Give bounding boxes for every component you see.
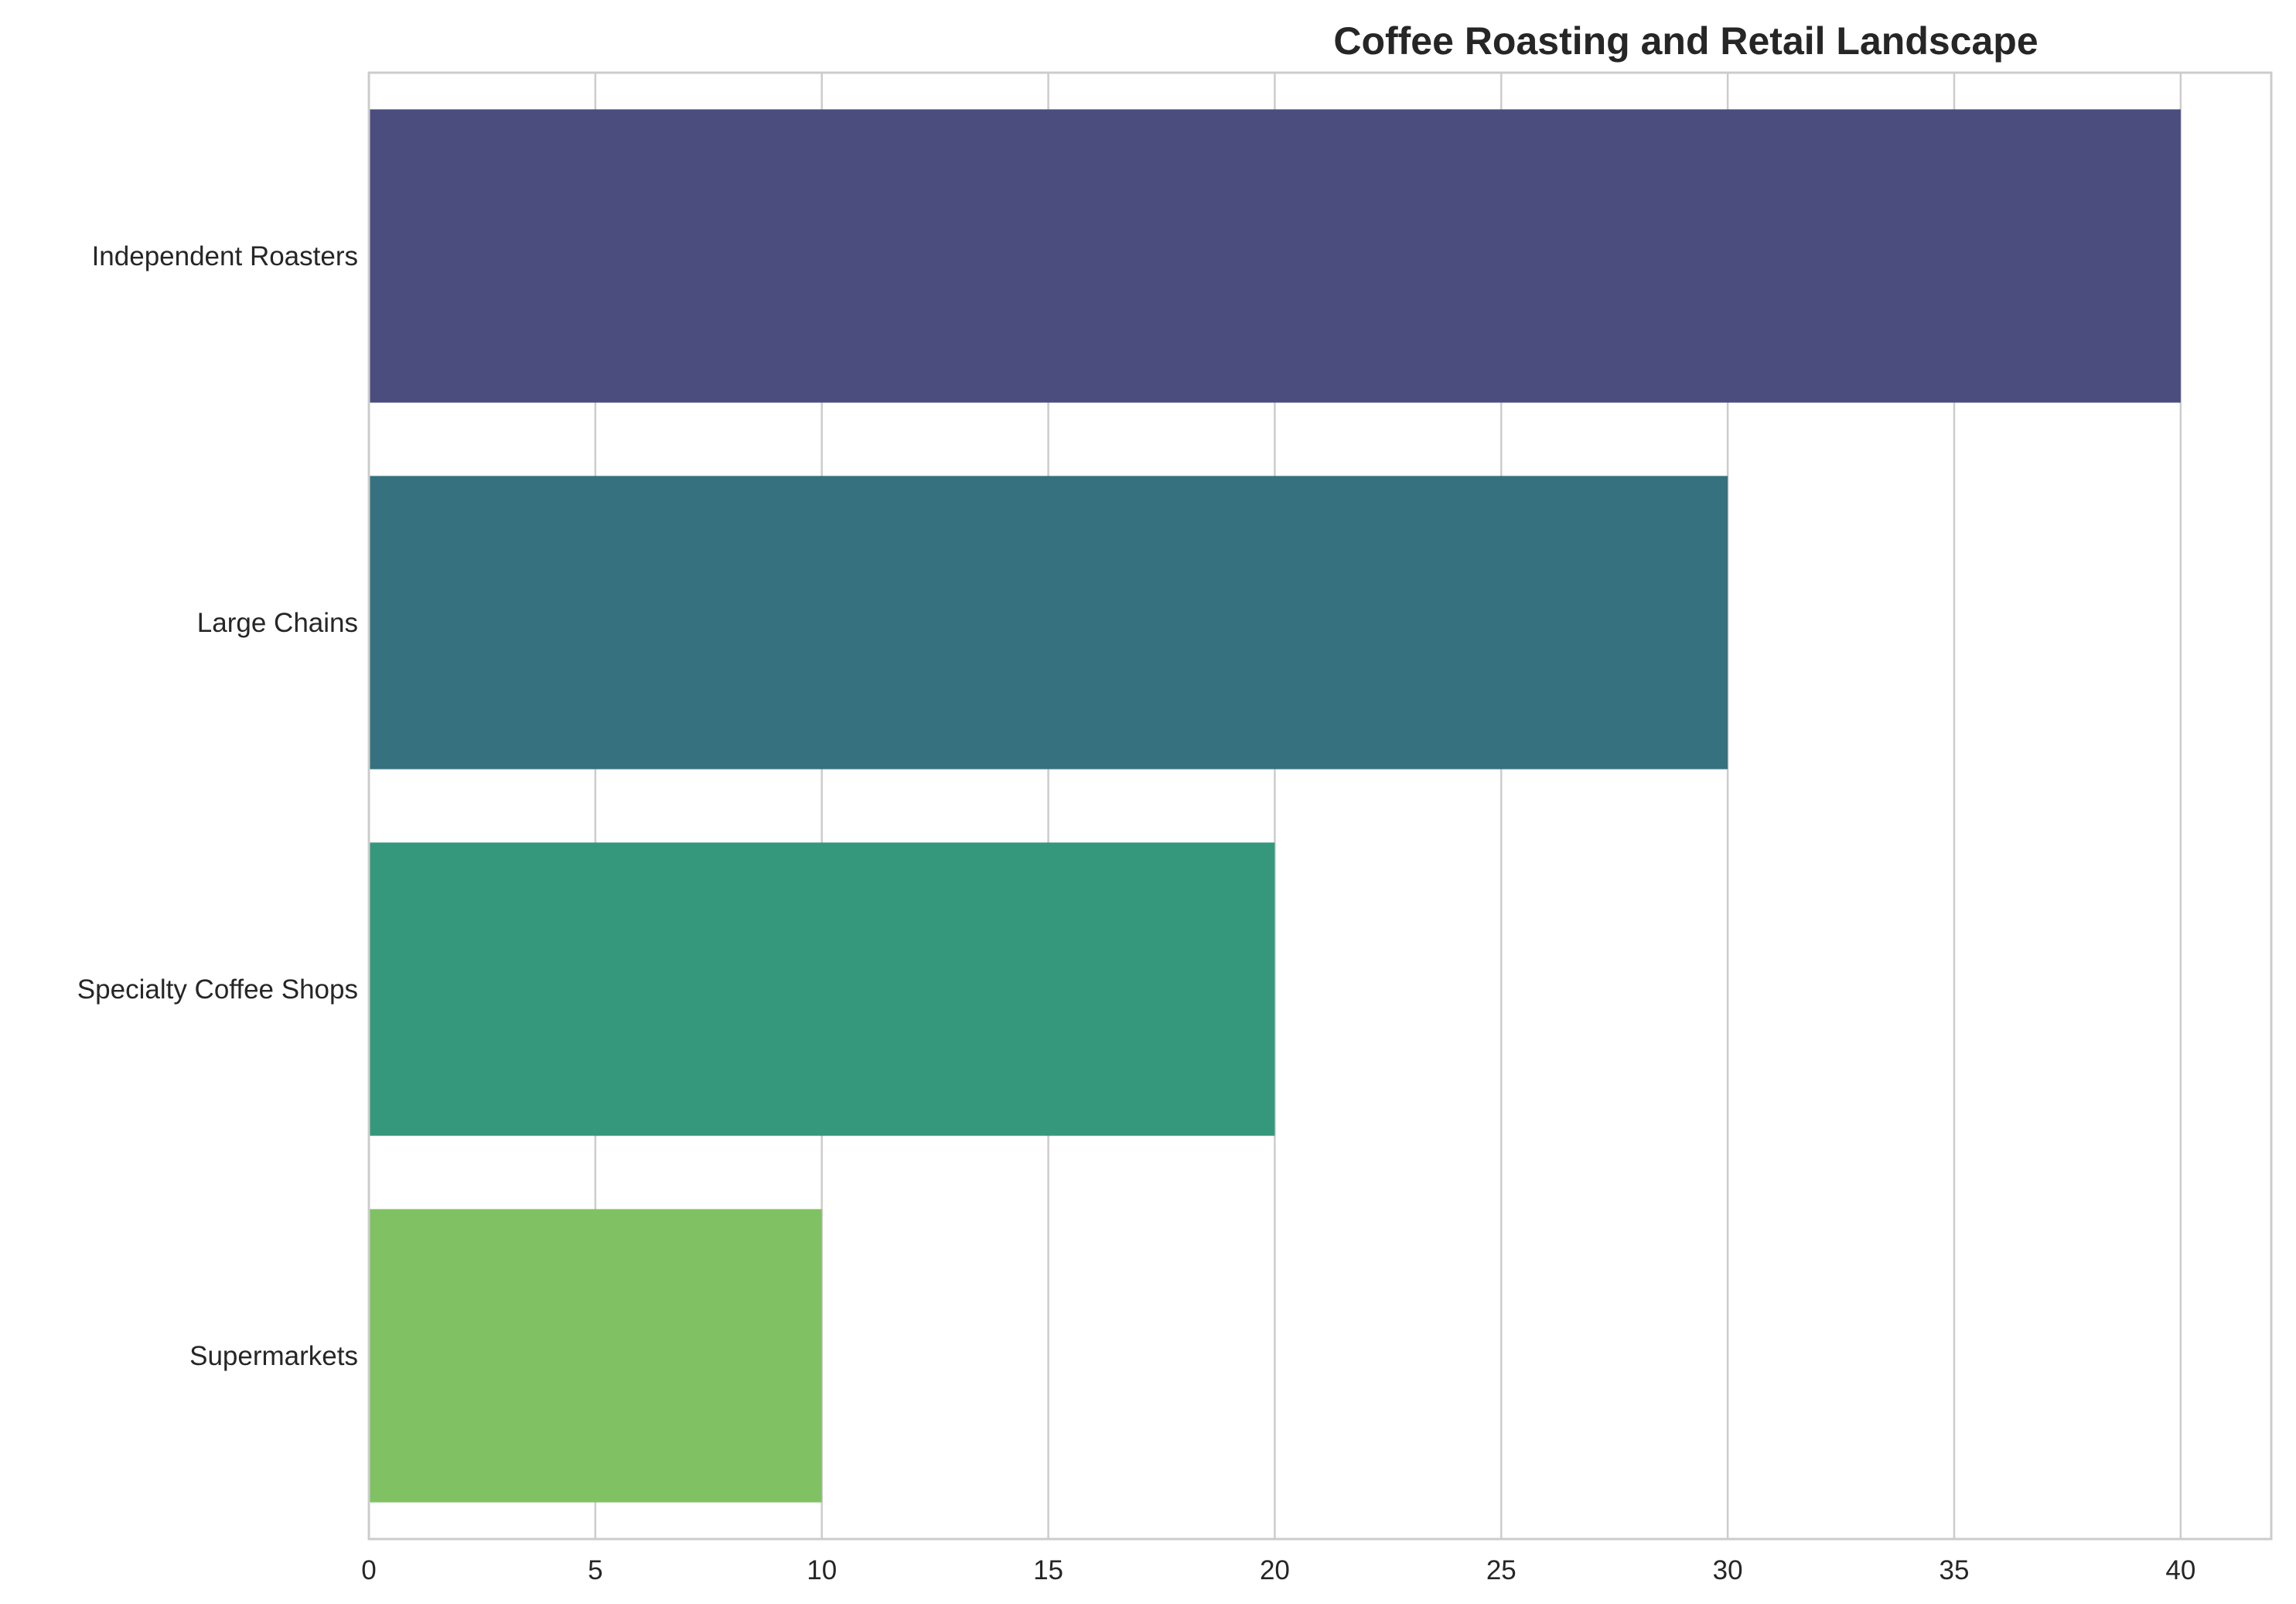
bar: [369, 1209, 822, 1503]
x-tick-label: 15: [1033, 1555, 1063, 1585]
y-tick-label: Large Chains: [197, 608, 358, 638]
x-tick-label: 5: [588, 1555, 602, 1585]
x-tick-label: 0: [361, 1555, 376, 1585]
x-tick-label: 10: [807, 1555, 837, 1585]
axes-frame: [367, 71, 2273, 1541]
chart-title: Coffee Roasting and Retail Landscape: [1333, 19, 2038, 63]
x-tick-label: 20: [1260, 1555, 1290, 1585]
x-tick-label: 40: [2165, 1555, 2195, 1585]
y-tick-label: Supermarkets: [189, 1341, 358, 1371]
bars: [369, 109, 2181, 1503]
bar: [369, 842, 1275, 1136]
bar: [369, 109, 2181, 403]
x-tick-label: 35: [1939, 1555, 1970, 1585]
y-tick-label: Independent Roasters: [92, 241, 358, 271]
x-tick-label: 30: [1713, 1555, 1743, 1585]
y-axis-ticks: Independent Roasters Large Chains Specialt…: [77, 241, 358, 1371]
bar: [369, 476, 1728, 770]
x-tick-label: 25: [1486, 1555, 1516, 1585]
x-axis-ticks: 0 5 10 15 20 25 30 35 40: [361, 1555, 2195, 1585]
y-tick-label: Specialty Coffee Shops: [77, 974, 358, 1005]
